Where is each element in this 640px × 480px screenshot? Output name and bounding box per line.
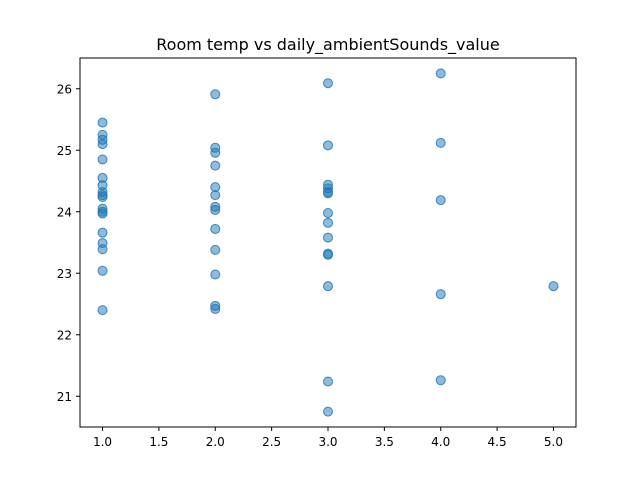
- x-tick-label: 4.5: [488, 435, 507, 449]
- y-tick-label: 26: [57, 82, 72, 96]
- y-tick-label: 25: [57, 144, 72, 158]
- data-point: [323, 376, 333, 387]
- points-layer: [97, 68, 559, 417]
- data-point: [548, 281, 559, 292]
- data-point: [435, 137, 446, 148]
- x-tick-label: 1.5: [149, 435, 168, 449]
- data-point: [210, 160, 221, 171]
- x-tick-label: 2.5: [262, 435, 281, 449]
- data-point: [97, 244, 108, 255]
- y-tick-label: 24: [57, 205, 72, 219]
- data-point: [97, 139, 108, 150]
- data-point: [97, 265, 108, 276]
- data-point: [323, 249, 333, 260]
- data-point: [435, 68, 446, 79]
- data-point: [97, 305, 108, 316]
- data-point: [97, 117, 108, 128]
- data-point: [210, 223, 221, 234]
- data-point: [323, 140, 333, 151]
- data-point: [210, 303, 221, 314]
- y-axis: 21 22 23 24 25 26: [57, 82, 80, 404]
- data-point: [323, 207, 333, 218]
- data-point: [210, 147, 221, 158]
- data-point: [323, 281, 333, 292]
- data-point: [435, 289, 446, 300]
- data-point: [435, 375, 446, 386]
- x-axis: 1.0 1.5 2.0 2.5 3.0 3.5 4.0 4.5 5.0: [93, 427, 563, 449]
- data-point: [97, 191, 108, 202]
- data-point: [323, 217, 333, 228]
- data-point: [435, 195, 446, 206]
- data-point: [323, 232, 333, 243]
- data-point: [210, 204, 221, 215]
- data-point: [210, 190, 221, 201]
- y-tick-label: 22: [57, 328, 72, 342]
- data-point: [210, 244, 221, 255]
- data-point: [97, 227, 108, 238]
- data-point: [210, 89, 221, 100]
- data-point: [323, 188, 333, 199]
- y-tick-label: 23: [57, 267, 72, 281]
- data-point: [210, 269, 221, 280]
- chart-title: Room temp vs daily_ambientSounds_value: [156, 35, 499, 55]
- data-point: [323, 78, 333, 89]
- data-point: [97, 154, 108, 165]
- x-tick-label: 1.0: [93, 435, 112, 449]
- x-tick-label: 3.0: [318, 435, 337, 449]
- data-point: [97, 208, 108, 219]
- data-point: [323, 406, 333, 417]
- x-tick-label: 2.0: [206, 435, 225, 449]
- y-tick-label: 21: [57, 390, 72, 404]
- x-tick-label: 4.0: [431, 435, 450, 449]
- x-tick-label: 5.0: [544, 435, 563, 449]
- x-tick-label: 3.5: [375, 435, 394, 449]
